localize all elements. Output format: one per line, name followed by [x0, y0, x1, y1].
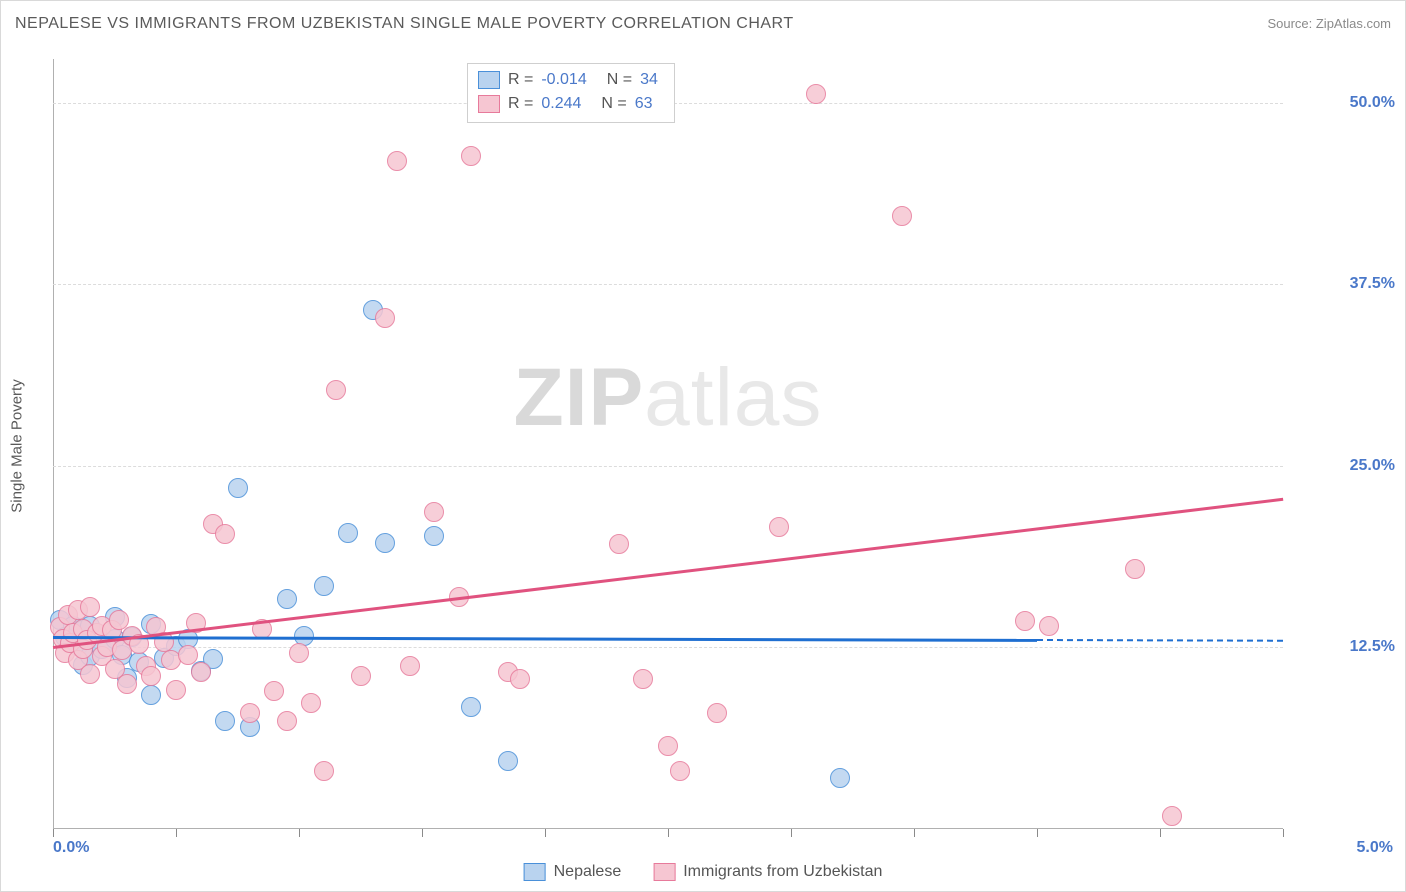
scatter-point	[141, 666, 161, 686]
legend-swatch-uzbekistan	[653, 863, 675, 881]
ytick-label: 12.5%	[1295, 638, 1395, 656]
scatter-point	[769, 517, 789, 537]
scatter-point	[670, 761, 690, 781]
y-axis-label: Single Male Poverty	[9, 379, 26, 512]
x-max-label: 5.0%	[1293, 839, 1393, 857]
gridline	[53, 466, 1283, 467]
scatter-point	[240, 703, 260, 723]
scatter-point	[375, 308, 395, 328]
stat-r-value-uzbekistan: 0.244	[541, 92, 581, 116]
scatter-point	[609, 534, 629, 554]
legend-swatch-uzbekistan	[478, 95, 500, 113]
scatter-point	[277, 589, 297, 609]
scatter-point	[117, 674, 137, 694]
legend-series: Nepalese Immigrants from Uzbekistan	[524, 863, 883, 881]
scatter-point	[1162, 806, 1182, 826]
xtick	[422, 829, 423, 837]
gridline	[53, 284, 1283, 285]
scatter-point	[178, 645, 198, 665]
scatter-point	[387, 151, 407, 171]
scatter-point	[351, 666, 371, 686]
ytick-label: 25.0%	[1295, 457, 1395, 475]
scatter-point	[830, 768, 850, 788]
scatter-point	[289, 643, 309, 663]
legend-stats-box: R = -0.014 N = 34 R = 0.244 N = 63	[467, 63, 675, 123]
scatter-point	[277, 711, 297, 731]
stat-n-value-nepalese: 34	[640, 68, 658, 92]
scatter-point	[461, 697, 481, 717]
scatter-point	[191, 662, 211, 682]
scatter-point	[633, 669, 653, 689]
chart-title: NEPALESE VS IMMIGRANTS FROM UZBEKISTAN S…	[15, 15, 794, 33]
scatter-point	[375, 533, 395, 553]
scatter-point	[264, 681, 284, 701]
scatter-point	[338, 523, 358, 543]
scatter-point	[141, 685, 161, 705]
legend-stats-row-uzbekistan: R = 0.244 N = 63	[478, 92, 658, 116]
xtick	[176, 829, 177, 837]
stat-r-label: R =	[508, 68, 533, 92]
scatter-point	[326, 380, 346, 400]
stat-n-value-uzbekistan: 63	[635, 92, 653, 116]
legend-swatch-nepalese	[478, 71, 500, 89]
xtick	[1283, 829, 1284, 837]
legend-label-nepalese: Nepalese	[554, 863, 622, 881]
xtick	[53, 829, 54, 837]
xtick	[791, 829, 792, 837]
plot-area: ZIPatlas 0.0% 5.0% 12.5%25.0%37.5%50.0%	[53, 59, 1283, 829]
scatter-point	[1015, 611, 1035, 631]
scatter-point	[806, 84, 826, 104]
xtick	[1160, 829, 1161, 837]
legend-swatch-nepalese	[524, 863, 546, 881]
source-label: Source: ZipAtlas.com	[1267, 16, 1391, 31]
legend-label-uzbekistan: Immigrants from Uzbekistan	[683, 863, 882, 881]
scatter-point	[461, 146, 481, 166]
scatter-point	[166, 680, 186, 700]
scatter-point	[400, 656, 420, 676]
x-min-label: 0.0%	[53, 839, 89, 857]
stat-r-value-nepalese: -0.014	[541, 68, 586, 92]
chart-container: NEPALESE VS IMMIGRANTS FROM UZBEKISTAN S…	[0, 0, 1406, 892]
stat-n-label: N =	[607, 68, 632, 92]
trendline-dashed	[1037, 639, 1283, 642]
legend-stats-row-nepalese: R = -0.014 N = 34	[478, 68, 658, 92]
gridline	[53, 647, 1283, 648]
scatter-point	[80, 597, 100, 617]
stat-r-label: R =	[508, 92, 533, 116]
xtick	[545, 829, 546, 837]
xtick	[299, 829, 300, 837]
scatter-point	[80, 664, 100, 684]
ytick-label: 37.5%	[1295, 275, 1395, 293]
legend-item-nepalese: Nepalese	[524, 863, 622, 881]
scatter-point	[314, 761, 334, 781]
scatter-point	[215, 524, 235, 544]
scatter-point	[1039, 616, 1059, 636]
stat-n-label: N =	[601, 92, 626, 116]
ytick-label: 50.0%	[1295, 94, 1395, 112]
scatter-point	[510, 669, 530, 689]
legend-item-uzbekistan: Immigrants from Uzbekistan	[653, 863, 882, 881]
scatter-point	[658, 736, 678, 756]
scatter-point	[498, 751, 518, 771]
scatter-point	[301, 693, 321, 713]
scatter-point	[228, 478, 248, 498]
scatter-point	[424, 526, 444, 546]
scatter-point	[424, 502, 444, 522]
scatter-point	[1125, 559, 1145, 579]
scatter-point	[215, 711, 235, 731]
xtick	[668, 829, 669, 837]
scatter-point	[314, 576, 334, 596]
scatter-point	[892, 206, 912, 226]
scatter-point	[707, 703, 727, 723]
title-row: NEPALESE VS IMMIGRANTS FROM UZBEKISTAN S…	[15, 15, 1391, 33]
xtick	[1037, 829, 1038, 837]
xtick	[914, 829, 915, 837]
y-axis-line	[53, 59, 54, 829]
plot-background	[53, 59, 1283, 829]
